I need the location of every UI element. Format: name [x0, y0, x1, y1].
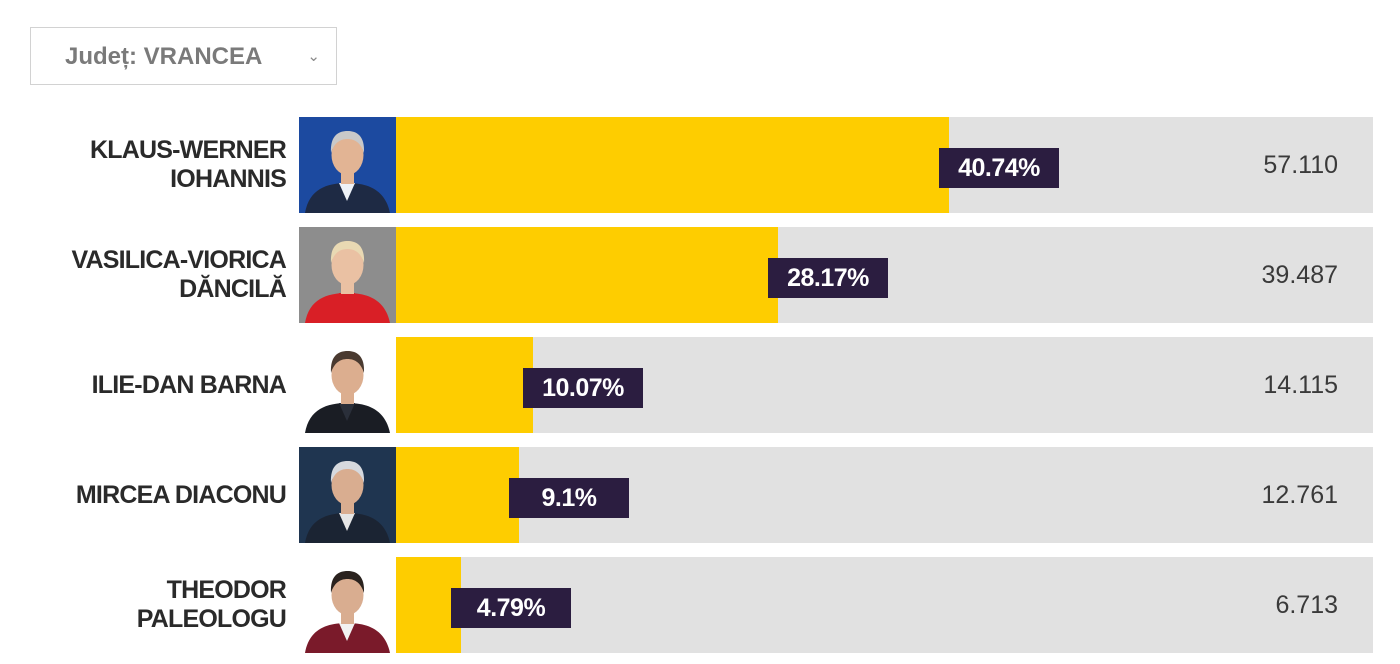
vote-count: 39.487 [1261, 261, 1338, 289]
bar-track: 10.07% 14.115 [396, 337, 1373, 433]
candidate-photo [299, 557, 396, 653]
candidate-row: VASILICA-VIORICA DĂNCILĂ 28.17% 39.487 [0, 227, 1400, 323]
candidate-photo [299, 447, 396, 543]
bar-track: 4.79% 6.713 [396, 557, 1373, 653]
candidate-name: THEODOR PALEOLOGU [136, 576, 287, 633]
candidate-name: ILIE-DAN BARNA [91, 370, 287, 399]
bar-fill [396, 117, 949, 213]
bar-track: 40.74% 57.110 [396, 117, 1373, 213]
bar-fill [396, 337, 533, 433]
candidate-photo [299, 117, 396, 213]
vote-count: 12.761 [1261, 481, 1338, 509]
percent-label: 4.79% [451, 588, 571, 628]
vote-count: 6.713 [1275, 591, 1338, 619]
bar-track: 9.1% 12.761 [396, 447, 1373, 543]
bar-track: 28.17% 39.487 [396, 227, 1373, 323]
county-select-label: Județ: VRANCEA [65, 43, 263, 70]
bar-fill [396, 447, 519, 543]
candidate-photo [299, 337, 396, 433]
candidate-name: MIRCEA DIACONU [75, 480, 287, 509]
bar-fill [396, 227, 778, 323]
vote-count: 14.115 [1263, 371, 1338, 399]
percent-label: 28.17% [768, 258, 888, 298]
percent-label: 40.74% [939, 148, 1059, 188]
vote-count: 57.110 [1263, 151, 1338, 179]
candidate-row: MIRCEA DIACONU 9.1% 12.761 [0, 447, 1400, 543]
candidate-row: THEODOR PALEOLOGU 4.79% 6.713 [0, 557, 1400, 653]
candidate-name: VASILICA-VIORICA DĂNCILĂ [71, 246, 286, 303]
percent-label: 9.1% [509, 478, 629, 518]
county-select[interactable]: Județ: VRANCEA ⌄ [30, 27, 337, 85]
candidate-row: KLAUS-WERNER IOHANNIS 40.74% 57.110 [0, 117, 1400, 213]
percent-label: 10.07% [523, 368, 643, 408]
candidate-row: ILIE-DAN BARNA 10.07% 14.115 [0, 337, 1400, 433]
candidate-photo [299, 227, 396, 323]
candidate-name: KLAUS-WERNER IOHANNIS [90, 136, 287, 193]
bar-fill [396, 557, 461, 653]
chevron-down-icon: ⌄ [307, 48, 320, 65]
